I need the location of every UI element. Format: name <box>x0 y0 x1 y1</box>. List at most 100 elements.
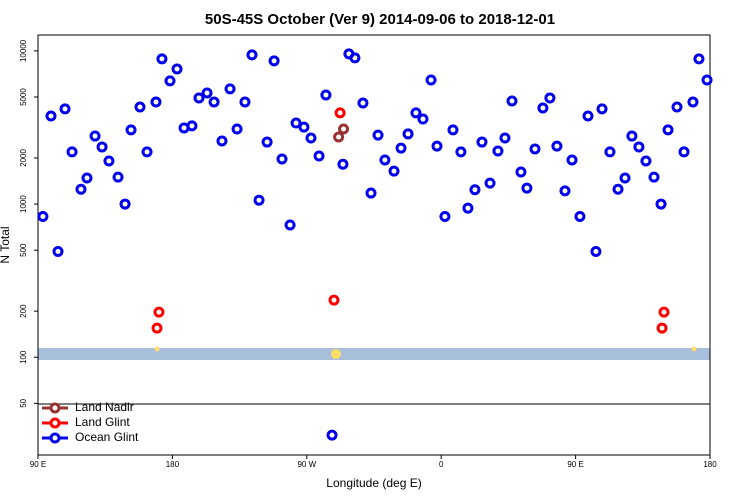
point <box>112 171 124 183</box>
point <box>499 132 511 144</box>
point <box>590 246 602 258</box>
point <box>328 294 340 306</box>
legend-label: Land Glint <box>75 415 130 429</box>
point <box>193 92 205 104</box>
point <box>186 120 198 132</box>
point <box>349 52 361 64</box>
point <box>141 146 153 158</box>
point <box>276 153 288 165</box>
point <box>239 96 251 108</box>
point <box>662 124 674 136</box>
point <box>582 110 594 122</box>
plot-frame <box>37 34 711 456</box>
y-tick-label: 10000 <box>19 39 28 62</box>
point <box>701 74 713 86</box>
point <box>224 83 236 95</box>
point <box>37 210 49 222</box>
band <box>38 348 710 360</box>
point <box>372 129 384 141</box>
point <box>246 49 258 61</box>
point <box>395 142 407 154</box>
point <box>290 117 302 129</box>
y-axis-label: N Total <box>0 226 12 263</box>
point <box>156 53 168 65</box>
point <box>544 92 556 104</box>
x-tick-label: 90 E <box>30 460 46 469</box>
decoration <box>154 346 160 352</box>
point <box>357 97 369 109</box>
point <box>268 55 280 67</box>
point <box>596 103 608 115</box>
point <box>521 182 533 194</box>
point <box>284 219 296 231</box>
point <box>125 124 137 136</box>
point <box>66 146 78 158</box>
point <box>455 146 467 158</box>
point <box>425 74 437 86</box>
point <box>59 103 71 115</box>
point <box>604 146 616 158</box>
point <box>431 140 443 152</box>
point <box>365 187 377 199</box>
point <box>134 101 146 113</box>
point <box>626 130 638 142</box>
legend-marker <box>49 402 61 414</box>
point <box>119 198 131 210</box>
point <box>261 136 273 148</box>
point <box>515 166 527 178</box>
point <box>338 123 350 135</box>
point <box>640 155 652 167</box>
x-tick-label: 180 <box>703 460 717 469</box>
point <box>75 183 87 195</box>
point <box>619 172 631 184</box>
point <box>253 194 265 206</box>
point <box>537 102 549 114</box>
point <box>439 210 451 222</box>
point <box>89 130 101 142</box>
point <box>551 140 563 152</box>
y-tick-label: 500 <box>19 243 28 257</box>
point <box>326 429 338 441</box>
y-tick-label: 1000 <box>19 195 28 213</box>
point <box>81 172 93 184</box>
y-tick-label: 2000 <box>19 149 28 167</box>
legend-label: Land Nadir <box>75 400 134 414</box>
point <box>492 145 504 157</box>
x-tick-label: 180 <box>166 460 180 469</box>
point <box>379 154 391 166</box>
point <box>153 306 165 318</box>
point <box>201 87 213 99</box>
point <box>462 202 474 214</box>
point <box>447 124 459 136</box>
legend-marker <box>49 417 61 429</box>
legend-label: Ocean Glint <box>75 430 139 444</box>
point <box>333 131 345 143</box>
point <box>671 101 683 113</box>
point <box>334 107 346 119</box>
point <box>298 121 310 133</box>
point <box>150 96 162 108</box>
point <box>151 322 163 334</box>
point <box>655 198 667 210</box>
point <box>656 322 668 334</box>
point <box>320 89 332 101</box>
legend-marker <box>49 432 61 444</box>
point <box>216 135 228 147</box>
point <box>484 177 496 189</box>
point <box>171 63 183 75</box>
point <box>687 96 699 108</box>
point <box>208 96 220 108</box>
point <box>45 110 57 122</box>
chart-title: 50S-45S October (Ver 9) 2014-09-06 to 20… <box>205 11 555 28</box>
point <box>52 246 64 258</box>
point <box>388 165 400 177</box>
point <box>402 128 414 140</box>
point <box>574 210 586 222</box>
y-tick-label: 5000 <box>19 88 28 106</box>
x-tick-label: 90 W <box>297 460 316 469</box>
point <box>476 136 488 148</box>
point <box>231 123 243 135</box>
point <box>633 141 645 153</box>
